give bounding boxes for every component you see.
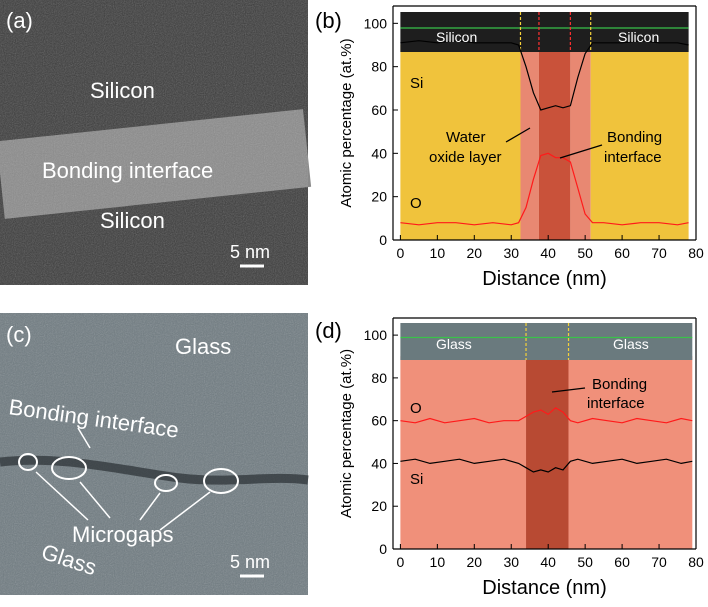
panel-c-gap-1 [18, 453, 38, 471]
chart-b-inset-left: Silicon [436, 29, 477, 45]
chart-d-y-tick-label: 0 [379, 541, 387, 557]
panel-c-arrow-gap-1 [35, 471, 89, 521]
chart-d-series-si [400, 458, 693, 473]
panel-d-label: (d) [315, 318, 342, 343]
chart-d-annotation-interface: interface [587, 395, 645, 412]
chart-b-region-3 [570, 44, 591, 240]
chart-d-x-tick-label: 70 [651, 554, 667, 570]
chart-b-x-tick-label: 70 [651, 245, 667, 261]
chart-b-x-tick-label: 40 [540, 245, 556, 261]
chart-b-y-tick-label: 60 [371, 102, 387, 118]
panel-c-grain [0, 313, 308, 595]
chart-d-annotation-bonding: Bonding [592, 376, 647, 393]
chart-d-y-tick-label: 60 [371, 413, 387, 429]
panel-c-label: (c) [6, 322, 32, 347]
chart-d-x-tick-label: 80 [688, 554, 704, 570]
panel-a-text-bonding-interface: Bonding interface [42, 158, 213, 183]
chart-b-x-tick-label: 10 [430, 245, 446, 261]
chart-b-region-0 [400, 44, 521, 240]
chart-b-series-si-label: Si [410, 75, 423, 92]
chart-d-x-tick-label: 50 [577, 554, 593, 570]
chart-d-x-tick-label: 10 [430, 554, 446, 570]
chart-b-x-tick-label: 80 [688, 245, 704, 261]
chart-d-x-tick-label: 30 [503, 554, 519, 570]
chart-d-region-2 [568, 356, 693, 549]
panel-a: (a) Silicon Bonding interface Silicon 5 … [0, 0, 312, 285]
chart-d-x-tick-label: 0 [396, 554, 404, 570]
chart-b-x-tick-label: 60 [614, 245, 630, 261]
chart-b-x-tick-label: 30 [503, 245, 519, 261]
panel-a-label: (a) [6, 8, 33, 33]
chart-b-inset-right: Silicon [618, 29, 659, 45]
panel-a-scale-text: 5 nm [230, 242, 270, 262]
chart-b-y-tick-label: 80 [371, 59, 387, 75]
panel-d: (d) 0 20 40 60 80 100 0 10 20 30 40 50 60 70 80 Distanc… [315, 317, 704, 599]
chart-d-inset-left: Glass [436, 336, 472, 352]
panel-a-text-silicon-bottom: Silicon [100, 208, 165, 233]
chart-b-y-tick-label: 40 [371, 145, 387, 161]
panel-c: (c) Glass Bonding interface Microgaps Gl… [0, 313, 309, 595]
chart-b-series-o [400, 152, 689, 226]
chart-b-y-tick-label: 20 [371, 189, 387, 205]
chart-d-series-si-label: Si [410, 471, 423, 488]
chart-d-y-label: Atomic percentage (at.%) [338, 349, 355, 518]
chart-d-inset-image [400, 323, 693, 360]
chart-b-series-o-label: O [410, 195, 422, 212]
chart-d-inset-right: Glass [613, 336, 649, 352]
chart-d-y-tick-label: 40 [371, 455, 387, 471]
chart-d-y-tick-label: 100 [364, 327, 388, 343]
panel-c-text-microgaps: Microgaps [72, 522, 173, 547]
panel-c-scale-text: 5 nm [230, 552, 270, 572]
chart-b-y-label: Atomic percentage (at.%) [338, 38, 355, 207]
chart-d-series-o [400, 407, 693, 424]
chart-b-annotation-water: Water [446, 129, 485, 146]
chart-b-x-tick-label: 0 [396, 245, 404, 261]
chart-b-arrow-bonding [559, 144, 603, 159]
chart-b-x-tick-label: 50 [577, 245, 593, 261]
chart-b-region-4 [590, 44, 689, 240]
panel-b: (b) 0 20 40 60 80 100 0 10 20 30 40 50 60 70 80 Distanc… [315, 5, 704, 290]
chart-b-series-si [400, 40, 689, 111]
chart-b-inset-image [400, 12, 689, 52]
chart-b-x-label: Distance (nm) [482, 268, 606, 290]
chart-d-y-tick-label: 80 [371, 370, 387, 386]
chart-b-y-tick-label: 0 [379, 232, 387, 248]
chart-d-region-1 [526, 356, 569, 549]
chart-d-x-tick-label: 20 [467, 554, 483, 570]
chart-d-arrow-bonding [551, 387, 586, 393]
chart-d-region-0 [400, 356, 527, 549]
panel-c-arrow-interface [77, 427, 91, 449]
chart-b-arrow-water [505, 127, 531, 143]
panel-c-gap-2 [51, 456, 87, 480]
chart-d: 0 20 40 60 80 100 0 10 20 30 40 50 60 70 80 Distance (n… [338, 317, 704, 599]
chart-d-series-o-label: O [410, 400, 422, 417]
panel-c-dark-streak [0, 455, 309, 485]
chart-b-annotation-bonding: Bonding [607, 129, 662, 146]
chart-d-x-tick-label: 40 [540, 554, 556, 570]
chart-b-region-2 [538, 44, 571, 240]
panel-c-gap-4 [203, 468, 239, 494]
chart-d-y-tick-label: 20 [371, 498, 387, 514]
panel-c-text-glass-top: Glass [175, 334, 231, 359]
chart-d-x-label: Distance (nm) [482, 577, 606, 599]
panel-c-gap-3 [154, 474, 178, 492]
chart-b-annotation-oxide: oxide layer [429, 149, 502, 166]
panel-b-label: (b) [315, 8, 342, 33]
chart-b-x-tick-label: 20 [467, 245, 483, 261]
chart-b: 0 20 40 60 80 100 0 10 20 30 40 50 60 70 80 Distance (n… [338, 5, 704, 290]
chart-d-x-tick-label: 60 [614, 554, 630, 570]
chart-b-region-1 [520, 44, 539, 240]
panel-a-grain [0, 0, 308, 285]
panel-c-arrow-gap-2 [79, 481, 111, 519]
panel-c-arrow-gap-3 [139, 492, 161, 521]
chart-b-y-tick-label: 100 [364, 15, 388, 31]
chart-b-annotation-interface: interface [604, 149, 662, 166]
panel-c-arrow-gap-4 [159, 491, 211, 531]
panel-a-text-silicon-top: Silicon [90, 78, 155, 103]
